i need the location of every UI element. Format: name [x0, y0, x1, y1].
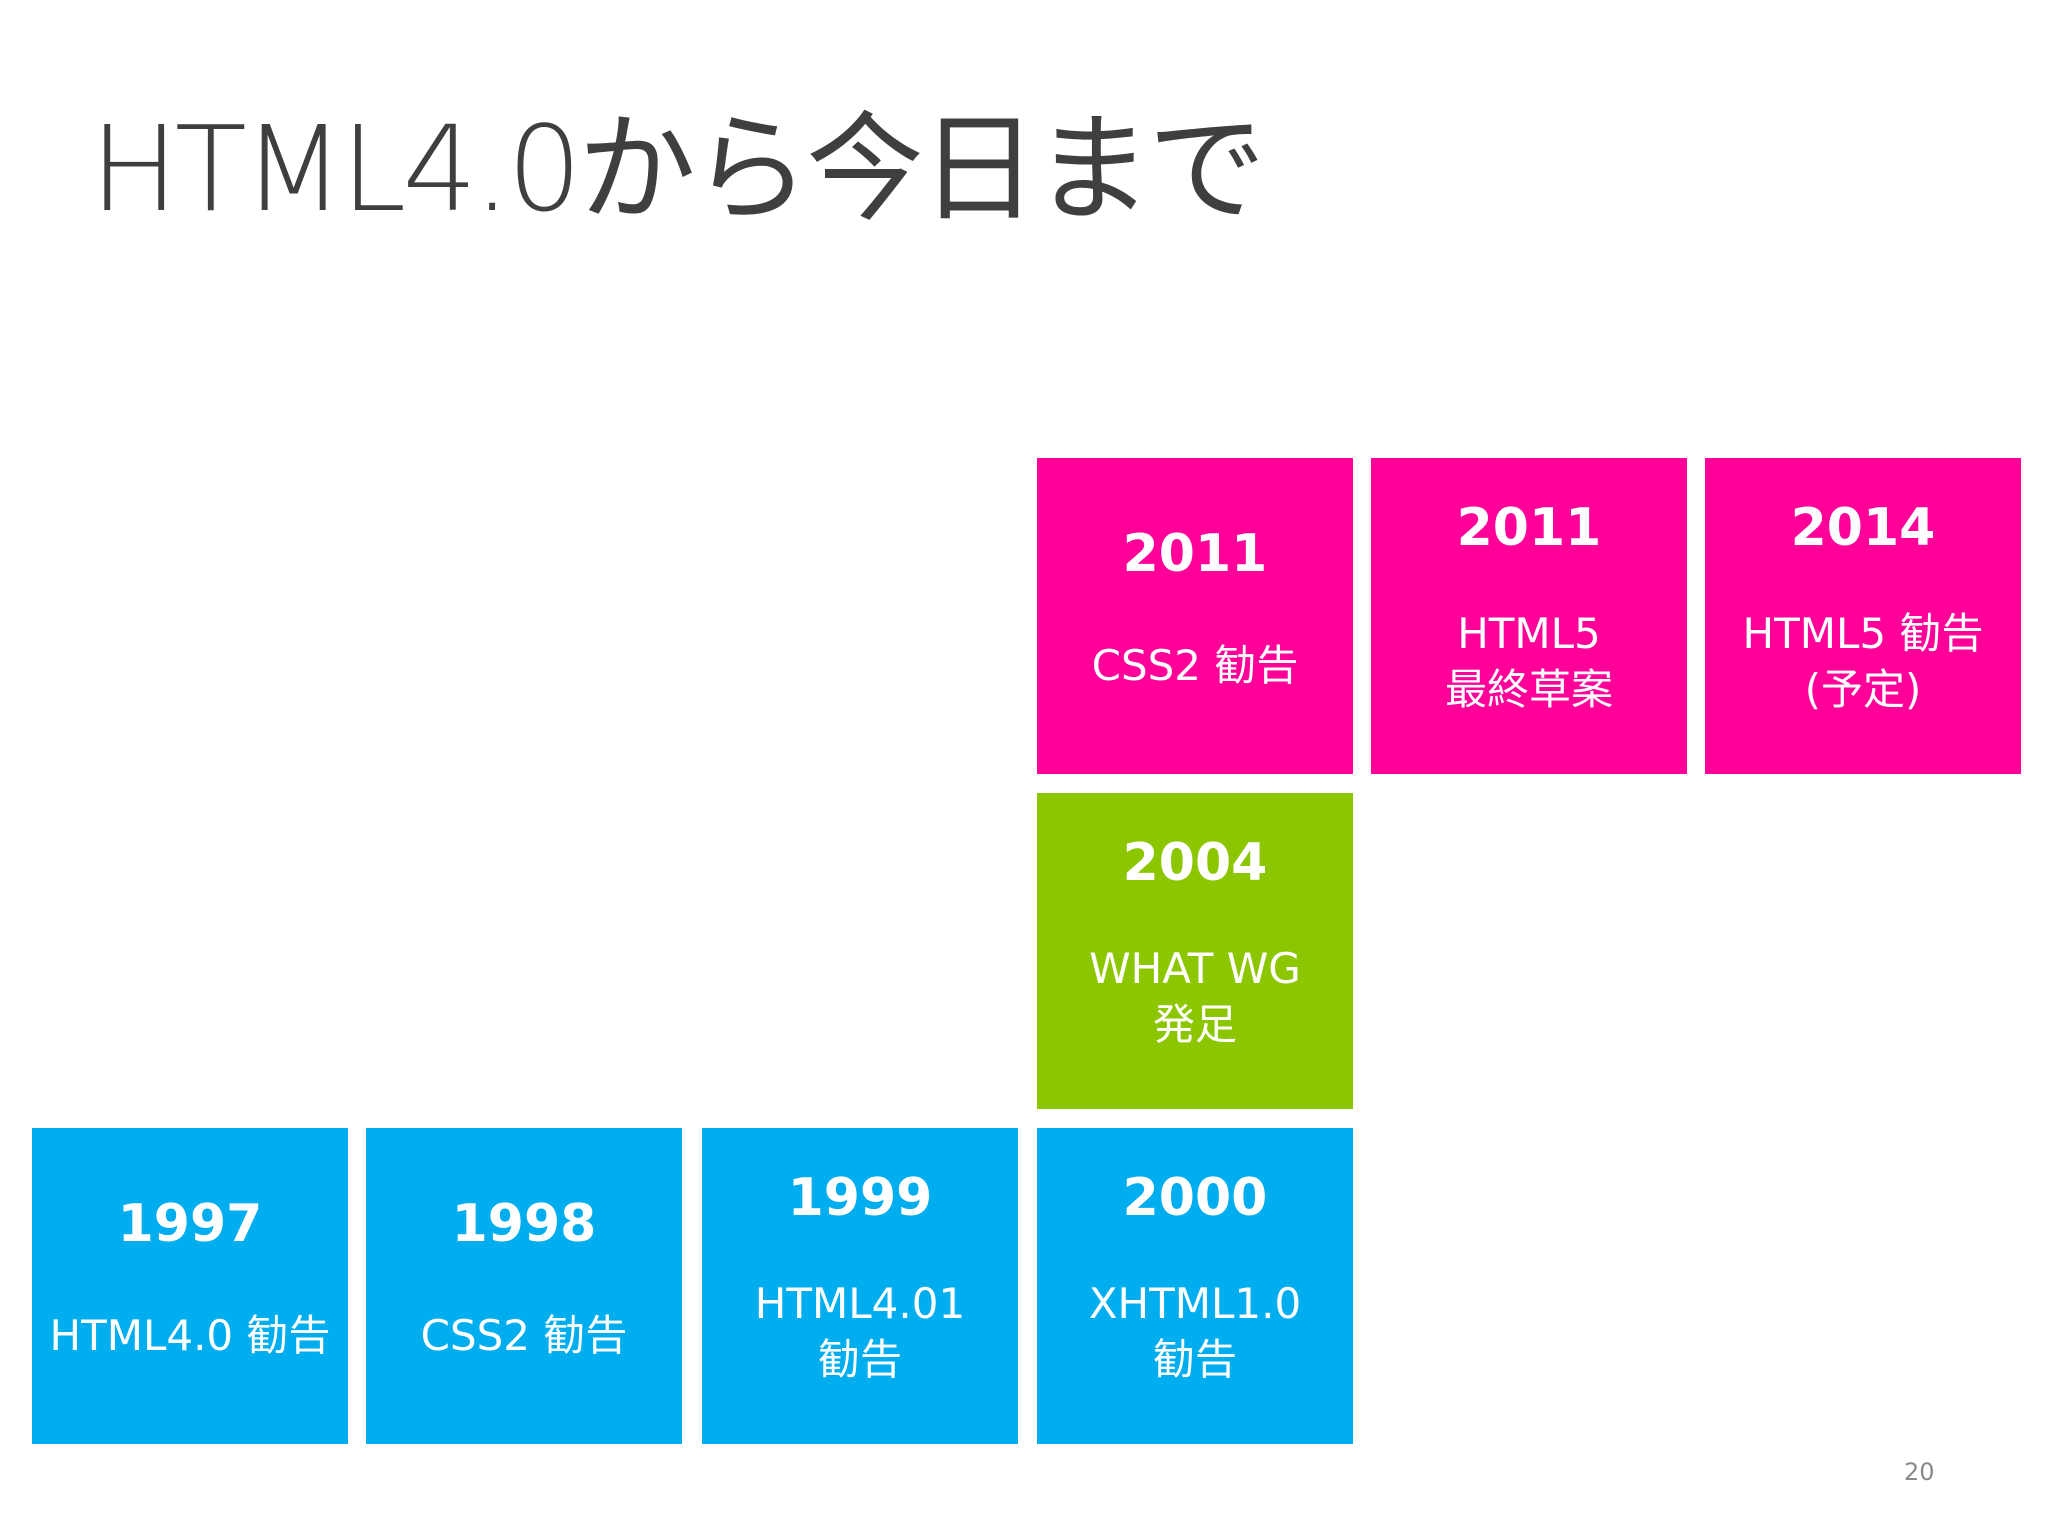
tile-year: 2000: [1122, 1168, 1268, 1228]
tile-2011-css2: 2011 CSS2 勧告: [1037, 458, 1353, 774]
tile-year: 1997: [117, 1194, 263, 1254]
tile-1999-html401: 1999 HTML4.01 勧告: [702, 1128, 1018, 1444]
tile-1998-css2: 1998 CSS2 勧告: [366, 1128, 682, 1444]
tile-year: 2011: [1456, 498, 1602, 558]
tile-year: 1998: [451, 1194, 597, 1254]
tile-2011-html5-draft: 2011 HTML5 最終草案: [1371, 458, 1687, 774]
tile-description: HTML4.01 勧告: [754, 1279, 966, 1384]
tile-year: 1999: [787, 1168, 933, 1228]
page-number: 20: [1904, 1458, 1935, 1486]
tile-description: CSS2 勧告: [420, 1311, 628, 1360]
tile-1997-html40: 1997 HTML4.0 勧告: [32, 1128, 348, 1444]
tile-description: CSS2 勧告: [1091, 641, 1299, 690]
tile-description: HTML4.0 勧告: [49, 1311, 331, 1360]
tile-year: 2011: [1122, 524, 1268, 584]
slide-title: HTML4.0から今日まで: [90, 100, 1266, 238]
tile-year: 2004: [1122, 833, 1268, 893]
tile-description: HTML5 最終草案: [1444, 609, 1613, 714]
tile-description: XHTML1.0 勧告: [1088, 1279, 1302, 1384]
tile-description: HTML5 勧告 (予定): [1742, 609, 1984, 714]
tile-description: WHAT WG 発足: [1089, 944, 1301, 1049]
tile-2000-xhtml10: 2000 XHTML1.0 勧告: [1037, 1128, 1353, 1444]
tile-2014-html5-recommendation: 2014 HTML5 勧告 (予定): [1705, 458, 2021, 774]
tile-2004-whatwg: 2004 WHAT WG 発足: [1037, 793, 1353, 1109]
tile-year: 2014: [1790, 498, 1936, 558]
